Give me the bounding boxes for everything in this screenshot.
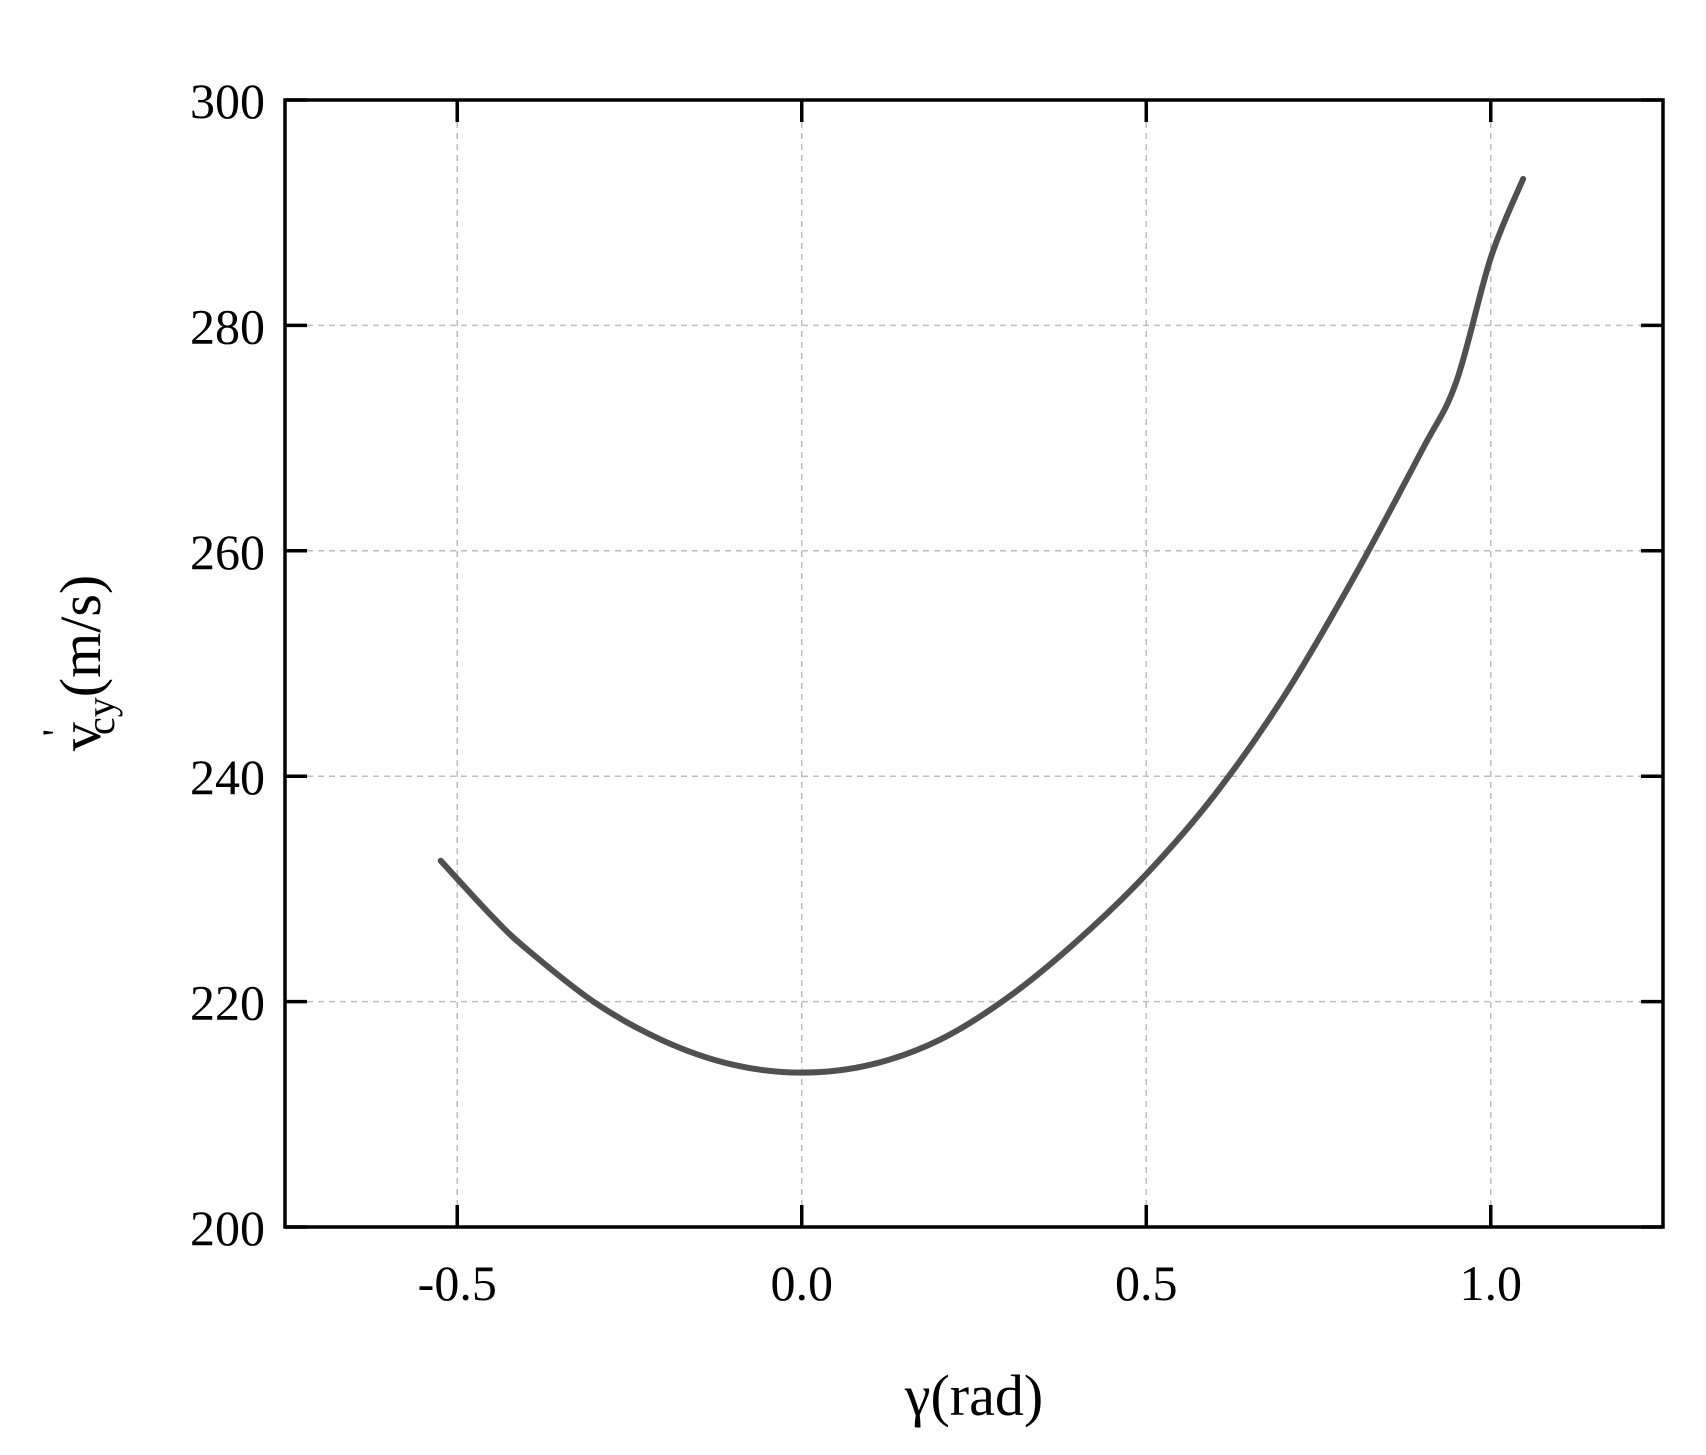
y-tick-label: 260 (190, 524, 265, 580)
y-tick-labels: 200 220 240 260 280 300 (190, 73, 265, 1256)
y-axis-symbol: v (48, 722, 113, 751)
y-axis-title: v'cy(m/s) (34, 575, 123, 751)
grid-lines (285, 100, 1663, 1227)
axis-ticks (285, 98, 1663, 1229)
y-axis-prime: ' (34, 729, 79, 736)
y-tick-label: 240 (190, 749, 265, 805)
x-tick-label: -0.5 (418, 1255, 497, 1311)
y-tick-label: 200 (190, 1200, 265, 1256)
y-tick-label: 280 (190, 298, 265, 354)
x-tick-label: 1.0 (1460, 1255, 1523, 1311)
plot-frame (283, 98, 1665, 1229)
y-axis-subscript: cy (78, 697, 123, 735)
x-tick-label: 0.0 (771, 1255, 834, 1311)
y-tick-label: 220 (190, 975, 265, 1031)
x-tick-labels: -0.5 0.0 0.5 1.0 (418, 1255, 1522, 1311)
y-tick-label: 300 (190, 73, 265, 129)
x-tick-label: 0.5 (1115, 1255, 1178, 1311)
series-layer (437, 175, 1527, 1076)
y-axis-unit: (m/s) (48, 575, 113, 697)
x-axis-title: γ(rad) (904, 1363, 1043, 1428)
series-line (437, 175, 1527, 1076)
